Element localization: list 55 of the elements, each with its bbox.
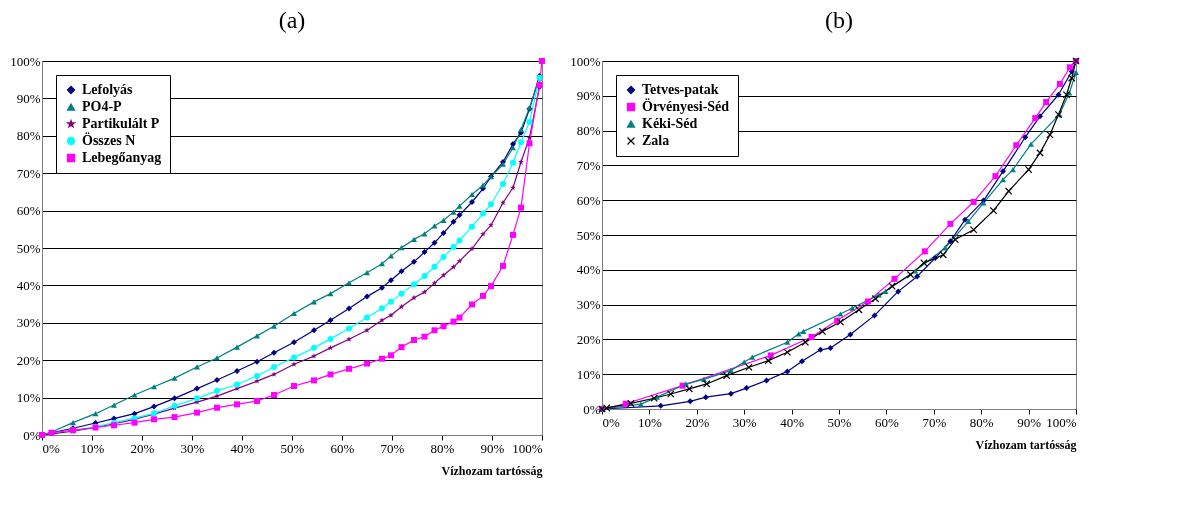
- x-tick-label: 30%: [180, 440, 205, 456]
- legend-label: Összes N: [82, 132, 136, 148]
- x-tick-label: 70%: [922, 414, 947, 430]
- x-tick-label: 100%: [512, 440, 543, 456]
- legend-label: Örvényesi-Séd: [642, 98, 730, 114]
- y-tick-label: 60%: [576, 192, 601, 208]
- x-axis-title: Vízhozam tartósság: [975, 437, 1077, 452]
- y-tick-label: 70%: [16, 165, 41, 181]
- x-tick-label: 20%: [685, 414, 710, 430]
- x-tick-label: 50%: [280, 440, 305, 456]
- x-tick-label: 20%: [130, 440, 155, 456]
- y-tick-label: 50%: [16, 240, 41, 256]
- x-tick-label: 10%: [80, 440, 105, 456]
- x-tick-label: 80%: [969, 414, 994, 430]
- y-tick-label: 30%: [16, 315, 41, 331]
- y-tick-label: 60%: [16, 203, 41, 219]
- x-tick-label: 60%: [874, 414, 899, 430]
- y-tick-label: 20%: [576, 331, 601, 347]
- y-tick-label: 70%: [576, 157, 601, 173]
- x-tick-label: 0%: [602, 414, 620, 430]
- x-tick-label: 0%: [42, 440, 60, 456]
- x-tick-label: 50%: [827, 414, 852, 430]
- x-tick-label: 100%: [1046, 414, 1077, 430]
- y-tick-label: 50%: [576, 227, 601, 243]
- x-tick-label: 90%: [1017, 414, 1042, 430]
- y-tick-label: 90%: [16, 90, 41, 106]
- x-tick-label: 40%: [780, 414, 805, 430]
- x-axis-title: Vízhozam tartósság: [441, 463, 543, 478]
- y-tick-label: 10%: [576, 366, 601, 382]
- y-tick-label: 90%: [576, 88, 601, 104]
- y-tick-label: 40%: [16, 277, 41, 293]
- legend-label: Kéki-Séd: [642, 116, 698, 131]
- y-tick-label: 40%: [576, 262, 601, 278]
- x-tick-label: 80%: [430, 440, 455, 456]
- x-tick-label: 70%: [380, 440, 405, 456]
- x-tick-label: 30%: [732, 414, 757, 430]
- legend-label: PO4-P: [82, 99, 123, 114]
- y-tick-label: 80%: [16, 128, 41, 144]
- legend-label: Tetves-patak: [642, 82, 719, 97]
- y-tick-label: 100%: [570, 53, 601, 69]
- x-tick-label: 60%: [330, 440, 355, 456]
- y-tick-label: 100%: [10, 53, 41, 69]
- y-tick-label: 20%: [16, 352, 41, 368]
- y-tick-label: 30%: [576, 297, 601, 313]
- x-tick-label: 10%: [637, 414, 662, 430]
- legend-label: Lebegőanyag: [82, 150, 162, 165]
- legend-label: Lefolyás: [82, 82, 134, 97]
- x-tick-label: 40%: [230, 440, 255, 456]
- x-tick-label: 90%: [480, 440, 505, 456]
- legend-label: Zala: [642, 133, 670, 148]
- legend-label: Partikulált P: [82, 116, 160, 131]
- chart-title: (b): [825, 7, 853, 33]
- y-tick-label: 10%: [16, 390, 41, 406]
- chart-title: (a): [278, 7, 306, 33]
- y-tick-label: 80%: [576, 123, 601, 139]
